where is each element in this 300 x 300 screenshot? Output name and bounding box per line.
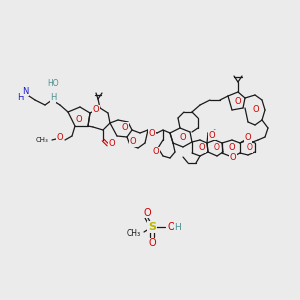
Text: H: H [174,223,181,232]
Text: O: O [57,134,63,142]
Text: O: O [209,130,215,140]
Text: S: S [148,222,156,232]
Text: CH₃: CH₃ [127,229,141,238]
Text: O: O [229,143,235,152]
Text: O: O [230,154,236,163]
Text: O: O [214,143,220,152]
Text: O: O [167,222,175,232]
Text: O: O [76,116,82,124]
Text: O: O [253,106,259,115]
Text: O: O [130,137,136,146]
Text: O: O [122,122,128,131]
Text: H: H [17,92,23,101]
Text: O: O [93,106,99,115]
Text: O: O [143,208,151,218]
Text: O: O [247,143,253,152]
Text: H: H [50,94,56,103]
Text: N: N [22,86,28,95]
Text: O: O [245,134,251,142]
Text: O: O [109,139,115,148]
Text: O: O [235,98,241,106]
Text: O: O [180,134,186,142]
Text: O: O [149,128,155,137]
Text: O: O [199,143,205,152]
Text: HO: HO [47,80,59,88]
Text: O: O [153,148,159,157]
Text: O: O [148,238,156,248]
Text: CH₃: CH₃ [35,137,48,143]
